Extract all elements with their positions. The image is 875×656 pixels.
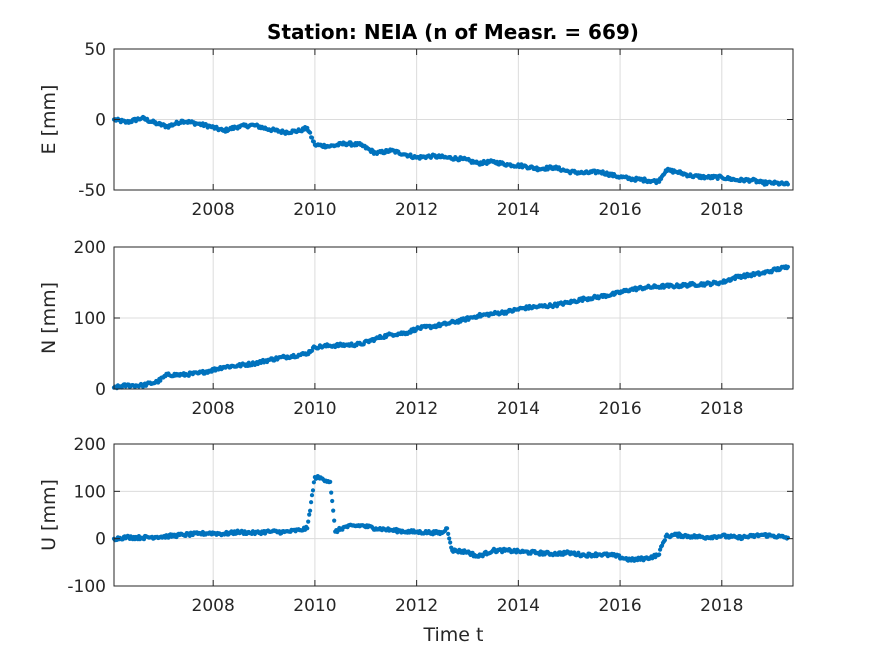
x-tick-label: 2016 (598, 200, 641, 220)
data-point (309, 500, 314, 505)
y-tick-label: -100 (67, 577, 106, 597)
data-point (330, 498, 335, 504)
x-tick-label: 2012 (395, 399, 438, 419)
data-point (785, 182, 791, 187)
data-point (310, 488, 316, 493)
data-point (657, 552, 662, 557)
x-tick-label: 2012 (395, 596, 438, 616)
x-tick-label: 2008 (192, 200, 235, 220)
data-point (331, 508, 336, 513)
chart-title: Station: NEIA (n of Measr. = 669) (267, 20, 639, 44)
y-tick-label: 200 (74, 238, 106, 258)
y-tick-label: 0 (95, 530, 106, 550)
x-tick-label: 2008 (192, 399, 235, 419)
data-point (329, 490, 334, 495)
axes-box-up (113, 443, 794, 587)
data-point (332, 518, 337, 523)
data-point (307, 512, 312, 517)
panel-east: 2008 2010 2012 2014 2016 2018 -50 0 50 E [mm] (38, 40, 794, 220)
data-point (328, 479, 333, 484)
data-point (309, 135, 315, 140)
plot-area-up (113, 443, 794, 587)
x-tick-label: 2012 (395, 200, 438, 220)
y-tick-label: -50 (78, 181, 106, 201)
data-point (445, 526, 450, 531)
y-tick-label: 0 (95, 380, 106, 400)
data-point (306, 519, 311, 524)
x-tick-label: 2018 (700, 399, 743, 419)
data-point (309, 493, 315, 498)
y-tick-label: 0 (95, 111, 106, 131)
data-point (662, 538, 668, 543)
x-tick-label: 2018 (700, 596, 743, 616)
series-up (111, 474, 791, 563)
data-point (141, 537, 147, 542)
data-point (448, 540, 453, 545)
x-axis-label: Time t (423, 624, 484, 646)
x-tick-label: 2010 (293, 399, 336, 419)
y-axis-label-east: E [mm] (38, 85, 60, 155)
x-tick-label: 2016 (598, 399, 641, 419)
y-tick-label: 50 (84, 40, 106, 60)
data-point (785, 264, 791, 269)
data-point (311, 139, 316, 144)
data-point (305, 526, 310, 531)
x-tick-label: 2014 (497, 200, 540, 220)
data-point (617, 553, 622, 558)
data-point (311, 480, 316, 485)
y-axis-label-up: U [mm] (38, 479, 60, 551)
y-axis-label-north: N [mm] (38, 282, 60, 354)
y-tick-label: 100 (74, 482, 106, 502)
panel-north: 2008 2010 2012 2014 2016 2018 0 100 200 N [mm] (38, 238, 794, 419)
x-tick-label: 2014 (497, 399, 540, 419)
x-tick-label: 2008 (192, 596, 235, 616)
data-point (308, 130, 313, 135)
data-point (446, 531, 451, 537)
x-tick-label: 2016 (598, 596, 641, 616)
y-tick-label: 100 (74, 309, 106, 329)
data-point (447, 536, 452, 541)
x-tick-label: 2014 (497, 596, 540, 616)
data-point (308, 508, 313, 513)
x-tick-label: 2010 (293, 200, 336, 220)
x-tick-label: 2010 (293, 596, 336, 616)
series-north (111, 264, 791, 391)
panel-up: 2008 2010 2012 2014 2016 2018 -100 0 100 200 U [mm… (38, 435, 794, 646)
y-tick-label: 200 (74, 435, 106, 455)
x-tick-label: 2018 (700, 200, 743, 220)
data-point (785, 535, 791, 540)
